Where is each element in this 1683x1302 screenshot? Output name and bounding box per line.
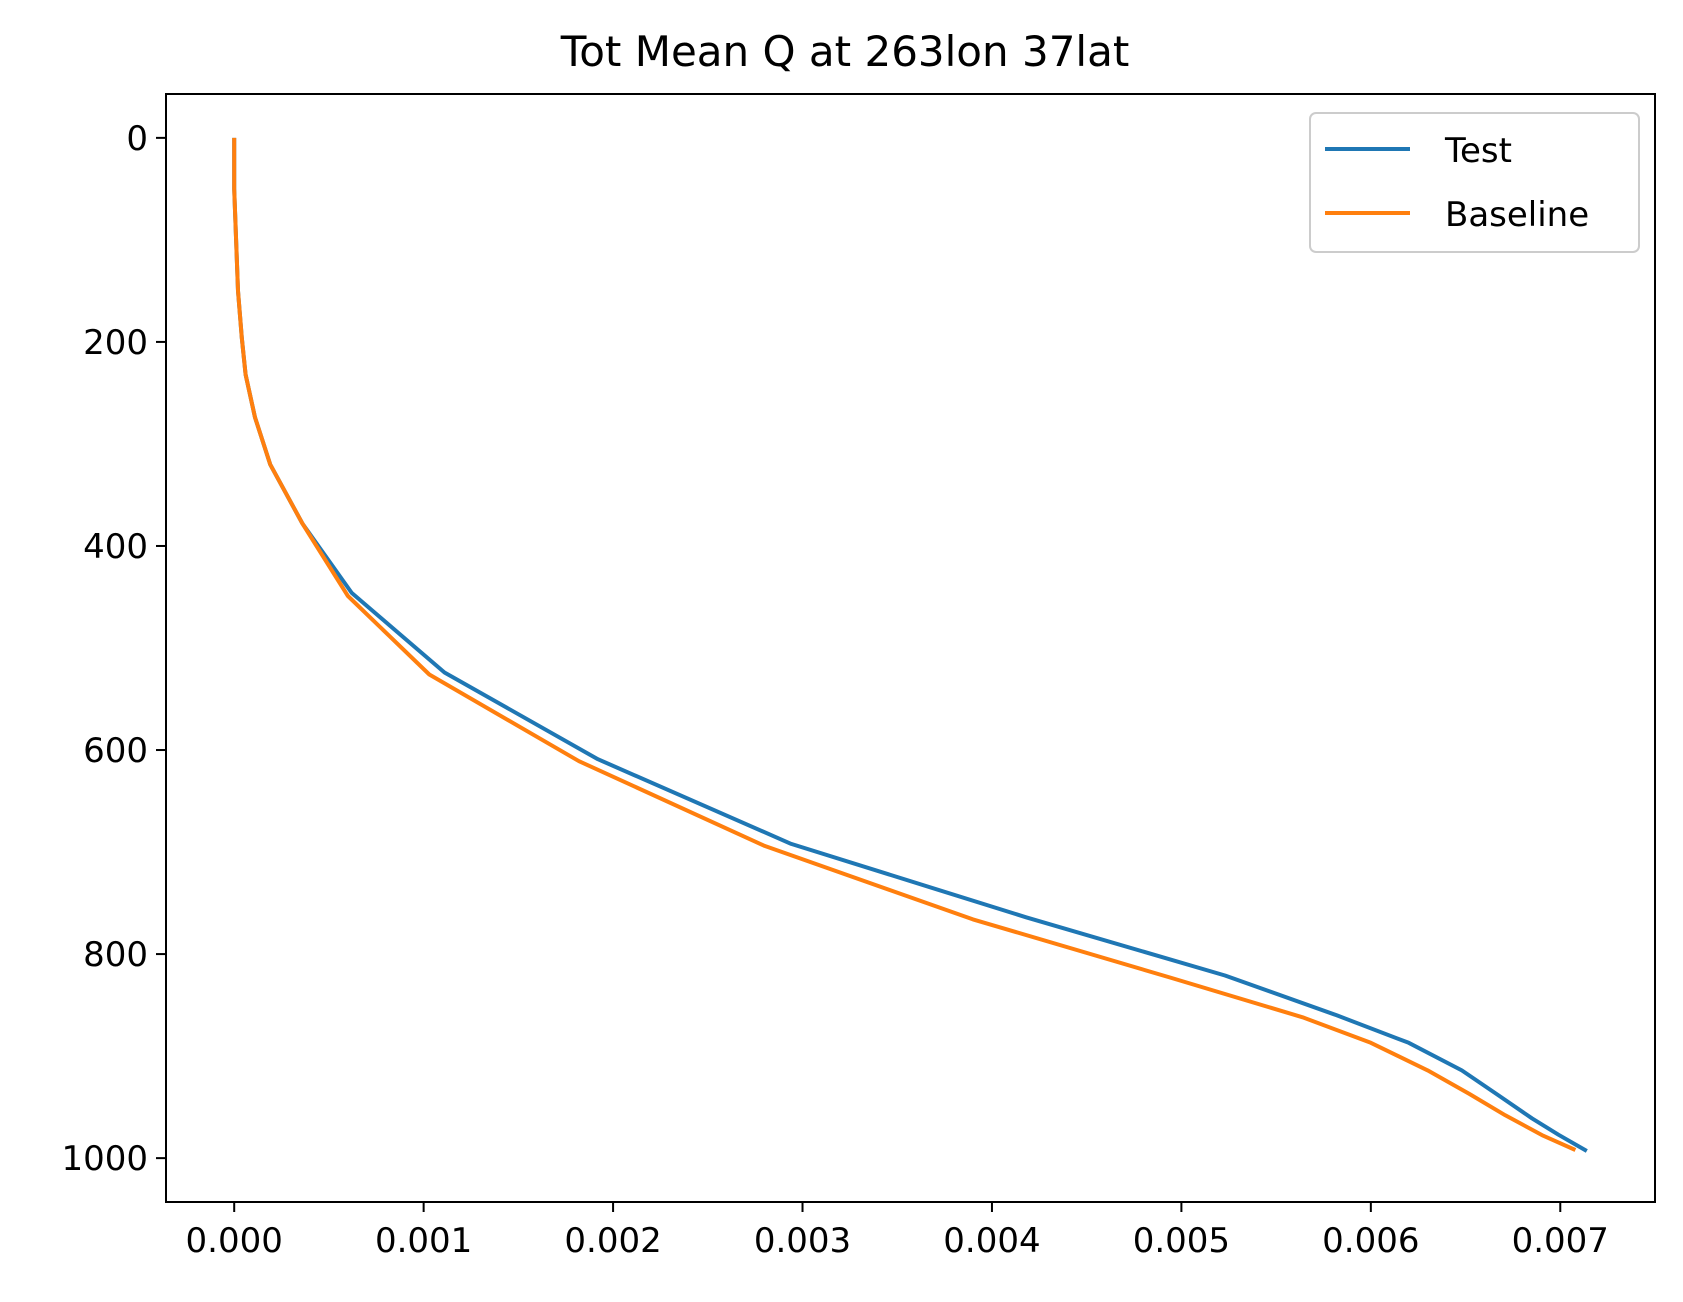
x-tick-label: 0.004	[943, 1221, 1040, 1261]
chart-title: Tot Mean Q at 263lon 37lat	[560, 27, 1130, 76]
y-axis: 0 200 400 600 800 1000	[61, 119, 166, 1179]
y-tick-label: 800	[83, 935, 148, 975]
series-lines	[232, 137, 1588, 1153]
plot-area	[165, 93, 1656, 1203]
x-tick-label: 0.001	[375, 1221, 472, 1261]
legend-label-test: Test	[1444, 131, 1512, 171]
y-tick-label: 0	[126, 119, 148, 159]
series-line-baseline	[232, 137, 1577, 1152]
x-tick-label: 0.005	[1133, 1221, 1230, 1261]
legend: Test Baseline	[1309, 112, 1640, 253]
x-tick-label: 0.003	[754, 1221, 851, 1261]
y-tick-label: 200	[83, 323, 148, 363]
x-tick-label: 0.000	[186, 1221, 283, 1261]
x-tick-label: 0.002	[564, 1221, 661, 1261]
x-tick-label: 0.007	[1512, 1221, 1609, 1261]
legend-label-baseline: Baseline	[1445, 195, 1589, 235]
y-tick-label: 1000	[61, 1139, 148, 1179]
x-axis: 0.000 0.001 0.002 0.003 0.004 0.005 0.006 0.007	[186, 1202, 1609, 1261]
y-tick-label: 600	[83, 731, 148, 771]
y-tick-label: 400	[83, 527, 148, 567]
x-tick-label: 0.006	[1322, 1221, 1419, 1261]
